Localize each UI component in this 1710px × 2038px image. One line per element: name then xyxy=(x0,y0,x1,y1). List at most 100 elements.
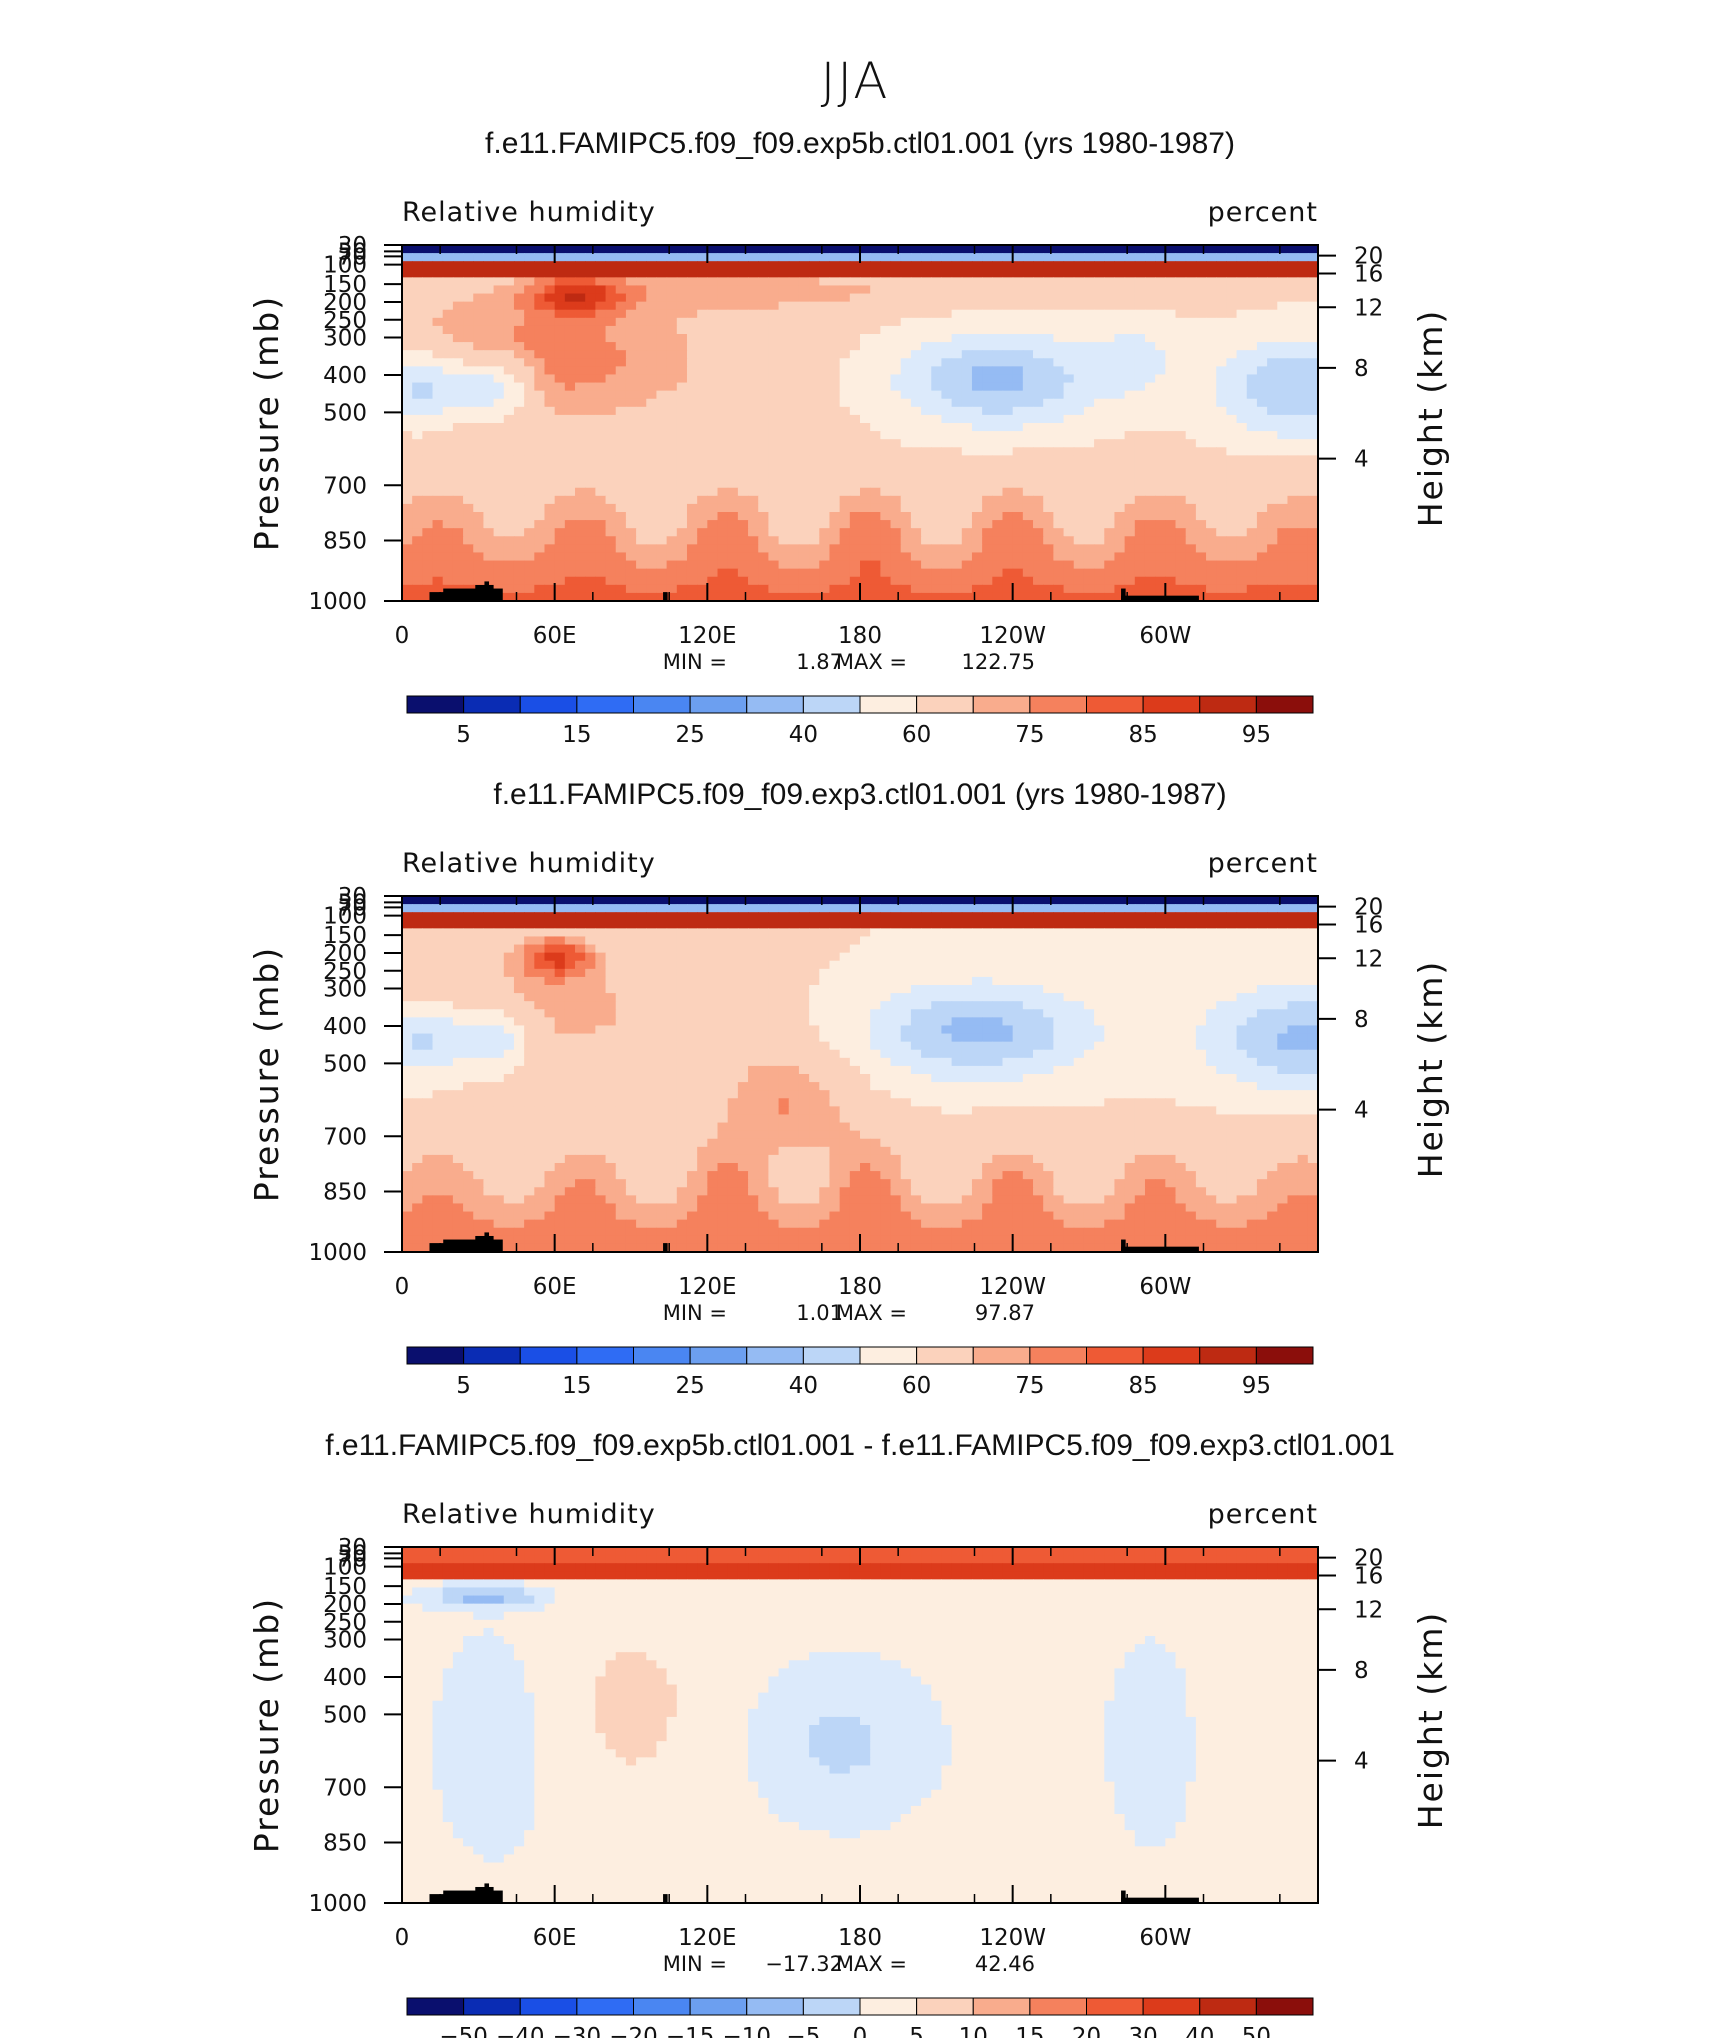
colorbar-swatch xyxy=(633,1997,691,2016)
y-tick-label: 300 xyxy=(323,1628,367,1654)
colorbar-swatch xyxy=(1255,1997,1314,2016)
y-tick-label: 200 xyxy=(323,941,367,967)
panel-title: f.e11.FAMIPC5.f09_f09.exp5b.ctl01.001 (y… xyxy=(485,127,1235,160)
terrain-block xyxy=(484,1883,490,1903)
y-tick-label: 500 xyxy=(323,1051,367,1077)
colorbar-label: 15 xyxy=(562,722,591,748)
y-tick-label: 700 xyxy=(323,1775,367,1801)
terrain-block xyxy=(1121,1239,1126,1252)
colorbar-swatch xyxy=(633,695,691,714)
colorbar-label: 0 xyxy=(853,2024,868,2038)
colorbar-label: 20 xyxy=(1072,2024,1101,2038)
colorbar-swatch xyxy=(859,695,918,714)
colorbar-swatch xyxy=(576,695,634,714)
min-label: MIN = xyxy=(663,650,727,674)
y-right-tick-label: 16 xyxy=(1354,261,1383,287)
x-tick-label: 0 xyxy=(395,623,410,649)
min-value: 1.87 xyxy=(796,650,843,674)
y-tick-label: 400 xyxy=(323,1014,367,1040)
units-label: percent xyxy=(1208,197,1318,228)
y-right-tick-label: 4 xyxy=(1354,1098,1369,1124)
colorbar-swatch xyxy=(519,1997,578,2016)
colorbar-label: 85 xyxy=(1128,722,1157,748)
x-tick-label: 60W xyxy=(1139,1925,1191,1951)
x-tick-label: 180 xyxy=(838,623,882,649)
max-value: 97.87 xyxy=(975,1301,1035,1325)
panel-2: f.e11.FAMIPC5.f09_f09.exp3.ctl01.001 (yr… xyxy=(247,778,1450,1399)
contour-field xyxy=(402,1547,1319,1904)
colorbar-swatch xyxy=(1086,695,1144,714)
colorbar-swatch xyxy=(689,695,748,714)
colorbar-swatch xyxy=(972,695,1031,714)
terrain-block xyxy=(663,1894,668,1903)
y-right-tick-label: 4 xyxy=(1354,447,1369,473)
y-tick-label: 850 xyxy=(323,1179,367,1205)
y-tick-label: 50 xyxy=(338,1541,367,1567)
units-label: percent xyxy=(1208,1499,1318,1530)
y-tick-label: 850 xyxy=(323,1830,367,1856)
colorbar-label: 95 xyxy=(1242,1373,1271,1399)
max-label: MAX = xyxy=(836,1952,907,1976)
terrain-block xyxy=(443,1239,503,1252)
y-tick-label: 200 xyxy=(323,290,367,316)
terrain-block xyxy=(1121,1897,1199,1903)
colorbar-label: 85 xyxy=(1128,1373,1157,1399)
panel-3: f.e11.FAMIPC5.f09_f09.exp5b.ctl01.001 - … xyxy=(247,1429,1450,2038)
y-right-tick-label: 12 xyxy=(1354,295,1383,321)
colorbar-swatch xyxy=(1199,1997,1257,2016)
colorbar-swatch xyxy=(746,1346,804,1365)
terrain-block xyxy=(484,581,490,601)
contour-field xyxy=(402,245,1319,602)
x-tick-label: 120E xyxy=(678,623,736,649)
y-axis-label: Pressure (mb) xyxy=(247,946,286,1202)
colorbar: −50 −40 −30 −20 −15 −10 −5 0 5 10 15 20 30 40 50 xyxy=(406,1997,1314,2038)
colorbar-swatch xyxy=(916,1346,974,1365)
panel-title: f.e11.FAMIPC5.f09_f09.exp3.ctl01.001 (yr… xyxy=(493,778,1226,811)
colorbar-swatch xyxy=(463,1997,521,2016)
colorbar-label: 15 xyxy=(1015,2024,1044,2038)
x-tick-label: 60E xyxy=(533,1925,577,1951)
min-label: MIN = xyxy=(663,1952,727,1976)
min-label: MIN = xyxy=(663,1301,727,1325)
x-tick-label: 180 xyxy=(838,1925,882,1951)
variable-label: Relative humidity xyxy=(402,848,656,879)
max-label: MAX = xyxy=(836,650,907,674)
y-right-tick-label: 12 xyxy=(1354,1597,1383,1623)
colorbar-label: 40 xyxy=(789,722,818,748)
y-tick-label: 700 xyxy=(323,473,367,499)
colorbar-swatch xyxy=(1029,1997,1087,2016)
y-tick-label: 250 xyxy=(323,308,367,334)
colorbar-swatch xyxy=(972,1997,1031,2016)
terrain-mask xyxy=(429,581,1199,601)
colorbar-swatch xyxy=(689,1346,748,1365)
colorbar-swatch xyxy=(576,1346,634,1365)
y-right-axis-label: Height (km) xyxy=(1411,309,1450,528)
colorbar-swatch xyxy=(519,1346,578,1365)
panel-title: f.e11.FAMIPC5.f09_f09.exp5b.ctl01.001 - … xyxy=(325,1429,1395,1462)
colorbar-label: −10 xyxy=(722,2024,771,2038)
colorbar-swatch xyxy=(916,1997,974,2016)
y-tick-label: 50 xyxy=(338,239,367,265)
y-tick-label: 70 xyxy=(338,1546,367,1572)
x-tick-label: 0 xyxy=(395,1274,410,1300)
y-right-tick-label: 20 xyxy=(1354,1546,1383,1572)
y-tick-label: 500 xyxy=(323,1702,367,1728)
colorbar: 5 15 25 40 60 75 85 95 xyxy=(406,695,1314,748)
colorbar-swatch xyxy=(802,1346,861,1365)
colorbar-swatch xyxy=(859,1997,918,2016)
y-tick-label: 500 xyxy=(323,400,367,426)
y-tick-label: 400 xyxy=(323,363,367,389)
colorbar-swatch xyxy=(406,1346,465,1365)
y-right-tick-label: 20 xyxy=(1354,244,1383,270)
y-tick-label: 150 xyxy=(323,1574,367,1600)
colorbar-swatch xyxy=(519,695,578,714)
colorbar-swatch xyxy=(576,1997,634,2016)
colorbar-swatch xyxy=(1199,1346,1257,1365)
y-tick-label: 30 xyxy=(338,884,367,910)
min-value: −17.32 xyxy=(765,1952,843,1976)
x-tick-label: 120W xyxy=(979,623,1046,649)
